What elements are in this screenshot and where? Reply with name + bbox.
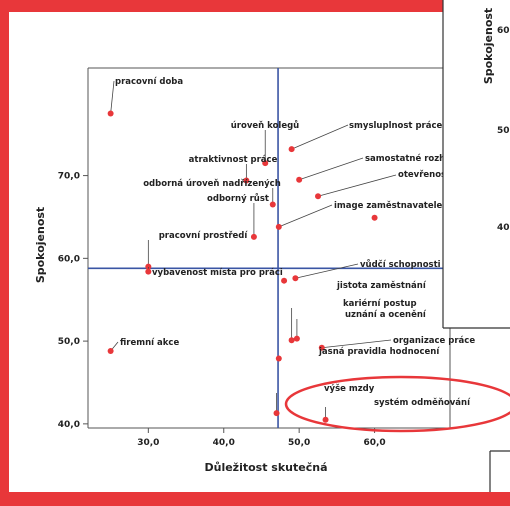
x-tick-label: 40,0 (213, 438, 235, 448)
y-tick-label: 40,0 (58, 420, 80, 430)
point-label: otevřenost (398, 170, 450, 180)
label-leader (291, 124, 349, 150)
label-leader (299, 157, 364, 181)
point-label: výše mzdy (324, 383, 375, 394)
scatter-point (243, 177, 250, 184)
y-tick-label: 70,0 (58, 172, 80, 182)
point-label: vůdčí schopnosti (360, 259, 441, 270)
label-leader (317, 174, 397, 197)
point-label: pracovní prostředí (159, 231, 249, 241)
scatter-point (296, 176, 303, 183)
red-frame-bottom (0, 492, 510, 506)
x-tick-label: 60,0 (363, 438, 385, 448)
y-axis-title: Spokojenost (34, 207, 47, 283)
scatter-point (275, 223, 282, 230)
point-label: uznání a ocenění (345, 309, 427, 320)
scatter-point (315, 193, 322, 200)
point-label: systém odměňování (374, 397, 471, 408)
scatter-point (145, 268, 152, 275)
point-label: organizace práce (393, 336, 475, 346)
x-tick-label: 30,0 (137, 438, 159, 448)
scatter-point (288, 146, 295, 153)
scatter-point (273, 410, 280, 417)
y-tick-label: 50,0 (58, 337, 80, 347)
overlay-chart: Spokojenost 60 50 40 (442, 0, 510, 329)
x-tick-label: 50,0 (288, 438, 310, 448)
point-label: pracovní doba (115, 77, 183, 87)
overlay-chart-y-title: Spokojenost (482, 8, 495, 84)
point-label: jasná pravidla hodnocení (318, 347, 440, 357)
label-leader (278, 204, 333, 228)
point-label: kariérní postup (343, 298, 417, 309)
scatter-point (262, 160, 269, 167)
point-label: firemní akce (120, 338, 179, 348)
scatter-point (107, 110, 114, 117)
red-frame-left (0, 0, 9, 506)
scatter-point (275, 355, 282, 362)
point-label: odborný růst (207, 193, 269, 204)
axis-ticks: 30,0 40,0 50,0 60,0 40,0 50,0 60,0 70,0 (58, 172, 386, 448)
scatter-point (145, 263, 152, 270)
scatter-point (281, 277, 288, 284)
scatter-point (292, 275, 299, 282)
scatter-point (318, 344, 325, 351)
chart-area (9, 12, 510, 492)
scatter-point (107, 348, 114, 355)
overlay-chart-tick-1: 50 (497, 126, 510, 136)
x-axis-title: Důležitost skutečná (204, 461, 327, 474)
point-label: smysluplnost práce (349, 121, 443, 131)
label-leader (321, 339, 392, 349)
point-label: vybavenost místa pro práci (152, 268, 283, 278)
point-label: jistota zaměstnání (336, 280, 427, 291)
label-leader (295, 263, 359, 279)
point-label: odborná úroveň nadřízených (143, 179, 281, 189)
overlay-chart-tick-0: 60 (497, 26, 510, 36)
overlay-chart-panel (443, 0, 510, 328)
point-label: image zaměstnavatele (334, 200, 443, 211)
scatter-point (293, 335, 300, 342)
point-label: samostatné rozhodování (365, 153, 484, 164)
scatter-point (322, 416, 329, 423)
point-label: atraktivnost práce (189, 155, 278, 165)
point-label: úroveň kolegů (231, 120, 299, 131)
highlight-ellipse (284, 375, 510, 433)
red-frame-top (0, 0, 510, 12)
scatter-point (371, 214, 378, 221)
data-points: pracovní doba úroveň kolegů atraktivnost p… (107, 77, 484, 423)
scatter-point (288, 337, 295, 344)
y-tick-label: 60,0 (58, 254, 80, 264)
window-edge-fragment (489, 450, 510, 492)
label-leader (110, 80, 115, 114)
scatter-point (269, 201, 276, 208)
scatter-point (250, 233, 257, 240)
overlay-chart-tick-2: 40 (497, 223, 510, 233)
